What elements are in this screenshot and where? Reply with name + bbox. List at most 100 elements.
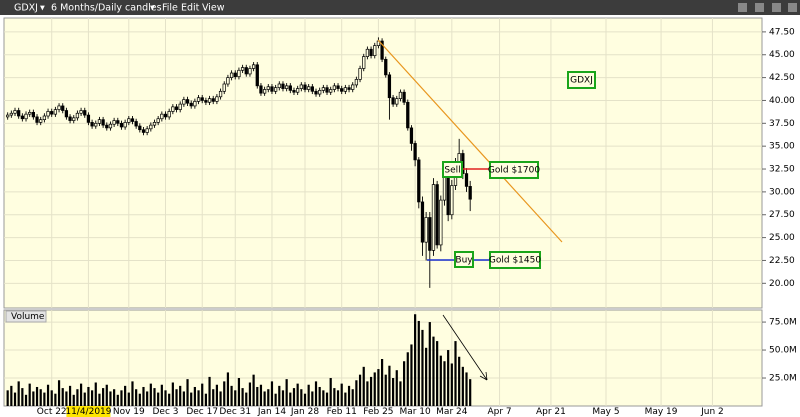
candle-body (160, 113, 164, 120)
candle-body (86, 114, 91, 123)
volume-bar (428, 322, 431, 406)
annotation: Gold $1700 (488, 166, 540, 176)
candle-body (57, 105, 61, 110)
volume-bar (336, 390, 340, 406)
y-tick-label: 25.0M (769, 374, 797, 384)
volume-bar (135, 389, 138, 406)
menu[interactable]: File (162, 3, 178, 14)
volume-bar (259, 384, 263, 406)
volume-bar (39, 389, 42, 406)
candle-body (222, 83, 226, 92)
volume-bar (32, 391, 35, 406)
candle-body (13, 110, 17, 114)
volume-bar (157, 392, 160, 406)
candle-body (288, 85, 292, 91)
tool-icon[interactable] (772, 3, 781, 12)
volume-bar (149, 383, 152, 406)
volume-bar (87, 386, 90, 406)
candle-body (255, 64, 259, 87)
volume-bar (146, 391, 149, 406)
volume-bar (248, 382, 252, 406)
candle-body (83, 110, 87, 116)
y-tick-label: 30.00 (769, 187, 795, 197)
candle-body (351, 84, 355, 90)
candle-body (218, 90, 223, 98)
volume-bar (425, 347, 428, 406)
y-tick-label: 47.50 (769, 27, 795, 37)
candle-body (413, 143, 417, 161)
candle-body (314, 90, 318, 95)
candle-body (112, 120, 116, 125)
candle-body (299, 84, 303, 89)
candle-body (116, 120, 120, 124)
y-tick-label: 20.00 (769, 279, 795, 289)
candle-body (97, 119, 102, 124)
x-tick-label: Jan 28 (290, 407, 319, 417)
x-tick-label: Mar 24 (436, 407, 468, 417)
candle-body (340, 88, 344, 92)
period[interactable]: 6 Months/Daily candles (51, 3, 162, 14)
tool-icon[interactable] (788, 3, 797, 12)
candle-body (17, 110, 21, 117)
volume-bar (212, 389, 215, 406)
candle-body (156, 118, 160, 123)
candle-body (149, 124, 153, 130)
volume-bar (450, 363, 453, 406)
candle-body (310, 86, 314, 92)
volume-bar (351, 389, 354, 406)
volume-bar (414, 314, 417, 406)
dropdown-arrow[interactable]: ▾ (150, 3, 155, 14)
volume-bar (300, 389, 303, 406)
candle-body (285, 85, 289, 89)
candle-body (336, 85, 340, 89)
tool-icon[interactable] (755, 3, 764, 12)
candle-body (35, 116, 39, 123)
candle-body (439, 199, 443, 246)
volume-bar (373, 372, 376, 406)
x-tick-label: 11/4/2019 (65, 407, 111, 417)
volume-bar (439, 355, 442, 406)
candle-body (42, 115, 47, 121)
candle-body (127, 118, 131, 123)
dropdown-arrow[interactable]: ▾ (40, 3, 45, 14)
candle-body (318, 90, 322, 95)
volume-bar (270, 381, 274, 406)
volume-bar (120, 390, 123, 406)
arrow-head (479, 371, 488, 381)
y-tick-label: 35.00 (769, 142, 795, 152)
volume-bar (76, 389, 79, 406)
volume-bar (61, 388, 64, 406)
candle-body (211, 98, 215, 102)
tool-icon[interactable] (738, 3, 747, 12)
volume-bar (68, 385, 72, 406)
candle-body (446, 174, 450, 216)
volume-bar (109, 391, 112, 406)
x-tick-label: Feb 25 (363, 407, 393, 417)
x-tick-label: Nov 19 (113, 407, 145, 417)
candle-body (105, 124, 109, 129)
menu[interactable]: Edit (181, 3, 200, 14)
grid: 20.00 22.50 25.00 27.50 30.00 32.50 35.00 37.50… (4, 18, 797, 417)
candle-body (6, 114, 10, 118)
volume-bar (204, 393, 207, 406)
volume-bar (391, 378, 395, 406)
volume-bar (90, 390, 94, 406)
candle-body (259, 85, 263, 94)
candle-body (435, 184, 439, 246)
volume-bar (98, 393, 101, 406)
candle-body (369, 48, 373, 57)
annotation-box (489, 251, 541, 269)
price-pane (3, 17, 763, 309)
candle-body (321, 87, 325, 91)
menu[interactable]: View (202, 3, 225, 14)
candle-body (281, 83, 285, 89)
volume-bar (274, 393, 277, 406)
candle-body (68, 116, 72, 121)
candle-body (325, 87, 329, 93)
volume-bar (21, 388, 24, 406)
candle-body (53, 109, 58, 115)
annotation-box (454, 251, 474, 268)
volume-bar (17, 381, 20, 406)
symbol[interactable]: GDXJ (14, 3, 38, 14)
volume-bar (344, 392, 347, 406)
